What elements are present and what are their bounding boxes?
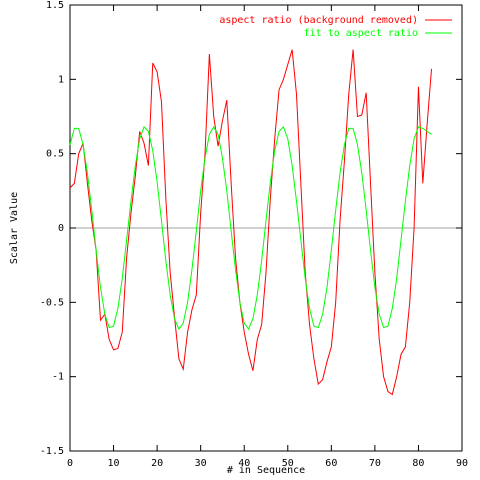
series-line xyxy=(69,125,432,331)
x-tick-label: 60 xyxy=(325,458,337,469)
legend-label: aspect ratio (background removed) xyxy=(219,15,418,26)
y-axis-label: Scalar Value xyxy=(9,192,20,264)
x-tick-label: 50 xyxy=(282,458,294,469)
x-tick-label: 70 xyxy=(369,458,381,469)
y-tick-label: 0.5 xyxy=(46,149,64,160)
y-tick-label: -0.5 xyxy=(40,297,64,308)
x-tick-label: 10 xyxy=(108,458,120,469)
legend-label: fit to aspect ratio xyxy=(304,28,418,39)
series-line xyxy=(69,49,433,396)
x-tick-label: 90 xyxy=(456,458,468,469)
x-axis-label: # in Sequence xyxy=(227,465,305,476)
y-tick-label: -1 xyxy=(52,372,64,383)
y-tick-label: 1 xyxy=(58,74,64,85)
x-tick-label: 20 xyxy=(151,458,163,469)
y-tick-label: -1.5 xyxy=(40,446,64,457)
x-tick-label: 40 xyxy=(238,458,250,469)
x-tick-label: 80 xyxy=(412,458,424,469)
y-tick-label: 1.5 xyxy=(46,0,64,11)
y-tick-label: 0 xyxy=(58,223,64,234)
x-tick-label: 30 xyxy=(195,458,207,469)
x-tick-label: 0 xyxy=(67,458,73,469)
